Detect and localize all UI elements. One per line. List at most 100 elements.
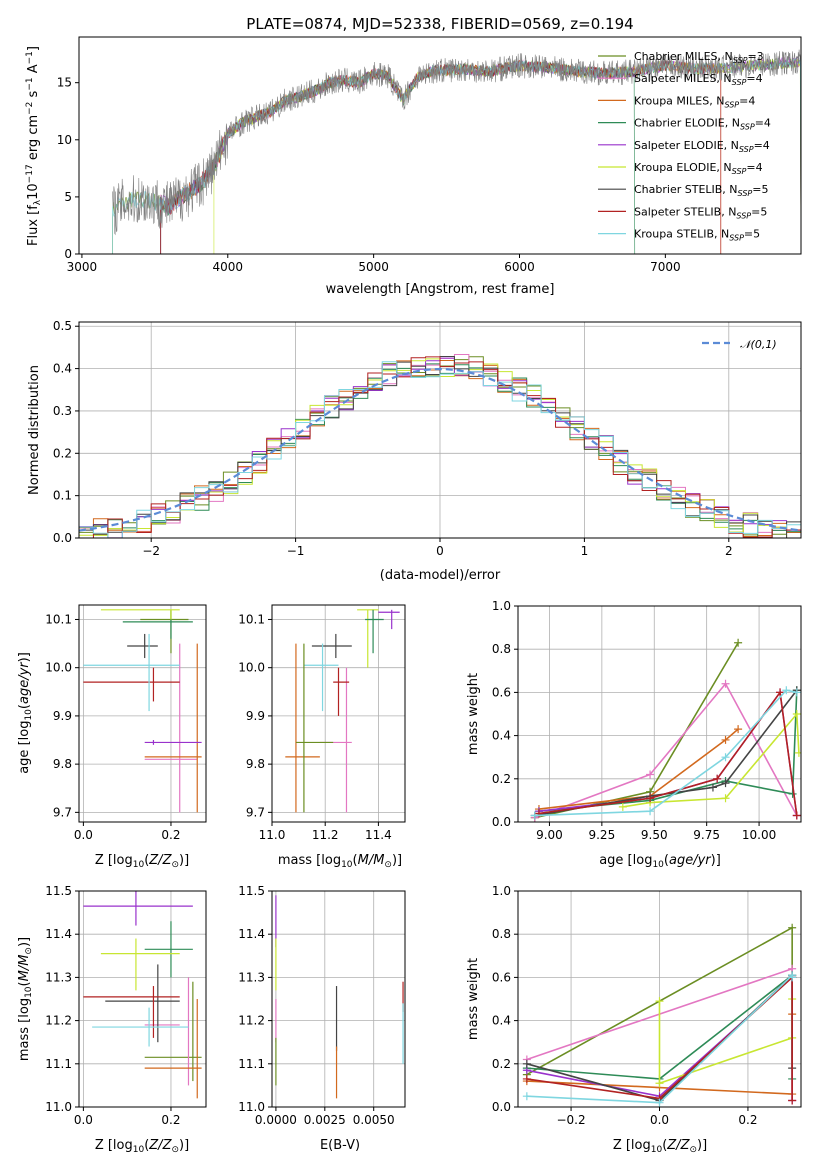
weight-marker [530,811,539,820]
axes-frame: 0.0 0.2 11.0 11.1 11.2 11.3 11.4 11.5 Z [log10(Z… [17,884,207,1155]
errorbar-point [83,633,180,712]
weight-marker [721,779,730,788]
y-tick-label: 9.8 [246,757,265,771]
x-tick-label: 11.2 [312,828,339,842]
weight-marker [792,688,801,697]
y-tick-label: 11.1 [238,1057,265,1071]
y-tick-label: 15 [57,76,72,90]
weight-marker [646,770,655,779]
plot-area [522,923,797,1107]
errorbar-point [311,633,352,659]
legend-label: Chabrier STELIB, NSSP=5 [634,183,768,198]
weight-marker [721,794,730,803]
y-tick-label: 0.4 [492,729,511,743]
errorbar-point [83,891,193,926]
weight-marker [618,802,627,811]
z-weight-x-label: Z [log10(Z/Z⊙)] [613,1138,707,1155]
model-spectrum-line [160,57,801,254]
y-tick-label: 10 [57,133,72,147]
y-tick-label: 0.2 [492,1057,511,1071]
errorbar-point [122,609,193,639]
x-tick-label: 0.2 [161,828,180,842]
errorbar-point [83,986,180,1038]
legend-label: Chabrier MILES, NSSP=3 [634,50,764,65]
x-tick-label: −0.2 [556,1113,585,1127]
y-tick-label: 1.0 [492,599,511,613]
z-mass-panel: 0.0 0.2 11.0 11.1 11.2 11.3 11.4 11.5 Z [log10(Z… [17,884,207,1155]
y-tick-label: 9.9 [246,709,265,723]
errorbar-point [319,667,352,813]
weight-marker [782,686,791,695]
errorbar-point [144,740,202,745]
legend-label: Kroupa ELODIE, NSSP=4 [634,161,763,176]
y-tick-label: 0.8 [492,927,511,941]
x-tick-label: 9.75 [693,828,720,842]
residual-y-label: Normed distribution [27,365,42,495]
y-tick-label: 0.0 [492,815,511,829]
plot-area [285,609,400,813]
legend-label: Salpeter STELIB, NSSP=5 [634,205,767,220]
weight-marker [713,774,722,783]
x-tick-label: 1 [581,544,589,558]
weight-marker [792,811,801,820]
y-tick-label: 11.3 [238,970,265,984]
y-tick-label: 0.1 [53,489,72,503]
y-tick-label: 11.4 [238,927,265,941]
plot-border [78,604,207,823]
z-weight-y-label: mass weight [466,958,481,1040]
x-tick-label: 0.0 [74,1113,93,1127]
y-tick-label: 0.0 [53,531,72,545]
x-tick-label: 11.0 [259,828,286,842]
weight-series-line [534,642,739,819]
x-tick-label: 7000 [650,260,681,274]
weight-marker [522,1074,531,1083]
errorbar-point [92,1007,189,1047]
spectrum-legend: Chabrier MILES, NSSP=3 Salpeter MILES, NS… [598,50,771,243]
y-tick-label: 11.0 [45,1100,72,1114]
legend-label: Kroupa MILES, NSSP=4 [634,94,755,109]
weight-series-line [622,711,800,808]
errorbar-point [295,643,334,813]
weight-series-line [538,728,739,810]
y-tick-label: 10.0 [238,661,265,675]
y-tick-label: 11.5 [45,884,72,898]
mass-age-x-label: mass [log10(M/M⊙)] [278,853,402,870]
weight-marker [788,923,797,932]
z-mass-x-label: Z [log10(Z/Z⊙)] [95,1138,189,1155]
spectrum-y-label: Flux [fλ10−17 erg cm−2 s−1 A−1] [25,46,43,246]
x-tick-label: 9.00 [536,828,563,842]
weight-marker [721,679,730,688]
weight-marker [646,794,655,803]
errorbar-point [357,609,379,668]
model-spectrum-line [160,60,722,254]
weight-series-line [534,682,798,819]
y-tick-label: 0.8 [492,642,511,656]
plot-border [271,604,406,823]
errorbar-point [144,921,193,978]
x-tick-label: 0.0025 [304,1113,346,1127]
x-tick-label: 0.0 [74,828,93,842]
x-tick-label: 6000 [504,260,535,274]
x-tick-label: 0.0050 [353,1113,395,1127]
residual-histogram-step [79,356,801,538]
z-age-y-label: age [log10(age/yr)] [17,652,34,774]
legend-label: Salpeter ELODIE, NSSP=4 [634,139,770,154]
x-tick-label: 3000 [67,260,98,274]
figure-title: PLATE=0874, MJD=52338, FIBERID=0569, z=0… [246,15,633,33]
errorbar-point [83,667,180,702]
residual-panel: −2 −1 0 1 2 0.0 0.1 0.2 0.3 0.4 0.5 (data-model)/er… [27,319,802,583]
y-tick-label: 11.5 [238,884,265,898]
errorbar-point [144,643,202,813]
y-tick-label: 0.3 [53,404,72,418]
errorbar-point [378,609,400,630]
y-tick-label: 0.4 [492,1014,511,1028]
model-spectrum-line [160,59,722,254]
weight-marker [734,725,743,734]
errorbar-point [140,609,189,654]
plot-area [79,354,801,538]
residual-legend: 𝒩(0,1) [702,338,777,351]
weight-marker [721,735,730,744]
legend-label: Kroupa STELIB, NSSP=5 [634,228,760,243]
z-age-x-label: Z [log10(Z/Z⊙)] [95,853,189,870]
